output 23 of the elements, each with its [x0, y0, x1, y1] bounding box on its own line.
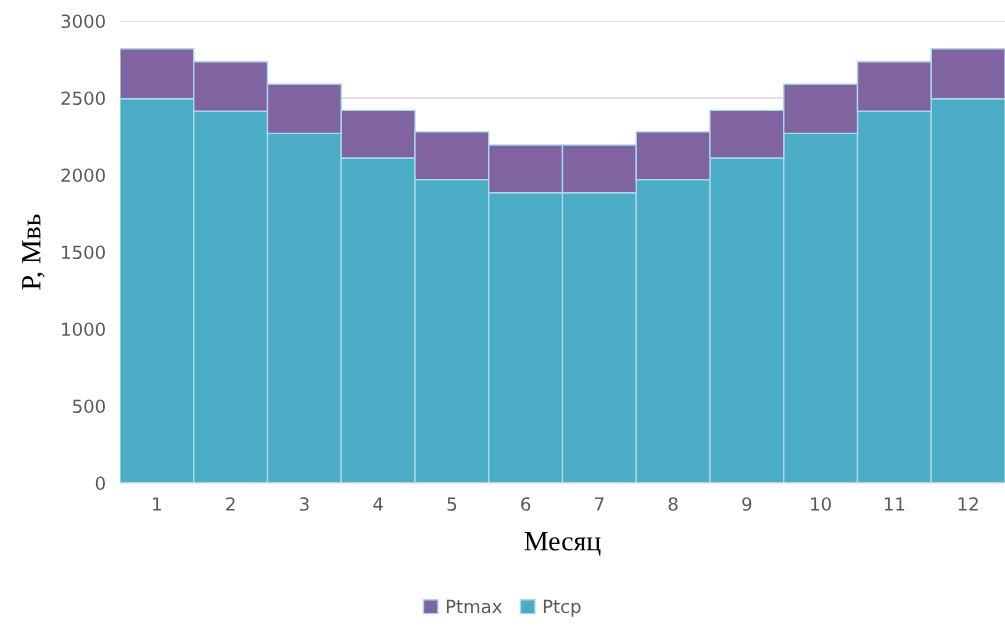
y-tick-label: 0: [95, 476, 105, 491]
y-axis-title: P, Мвь: [22, 214, 45, 290]
x-tick-label: 12: [958, 497, 978, 511]
y-tick-label: 1000: [62, 322, 105, 337]
x-tick-label: 1: [153, 497, 161, 511]
x-tick-label: 4: [373, 497, 383, 511]
x-tick-label: 5: [447, 497, 457, 511]
x-tick-label: 10: [811, 497, 831, 511]
x-tick-label: 7: [595, 497, 604, 511]
legend-label: Ptср: [543, 599, 581, 617]
y-tick-label: 2500: [61, 91, 105, 106]
x-tick-label: 3: [300, 497, 309, 511]
x-tick-label: 2: [226, 497, 235, 511]
y-tick-label: 2000: [61, 168, 105, 183]
x-tick-label: 8: [668, 497, 678, 511]
y-tick-label: 500: [73, 399, 105, 414]
x-tick-label: 11: [884, 497, 905, 511]
y-tick-label: 3000: [61, 14, 105, 29]
x-tick-label: 9: [742, 497, 752, 511]
y-tick-label: 1500: [62, 245, 105, 260]
legend-label: Ptmax: [446, 599, 502, 614]
x-axis-title: Месяц: [524, 532, 601, 556]
x-tick-label: 6: [521, 497, 531, 511]
